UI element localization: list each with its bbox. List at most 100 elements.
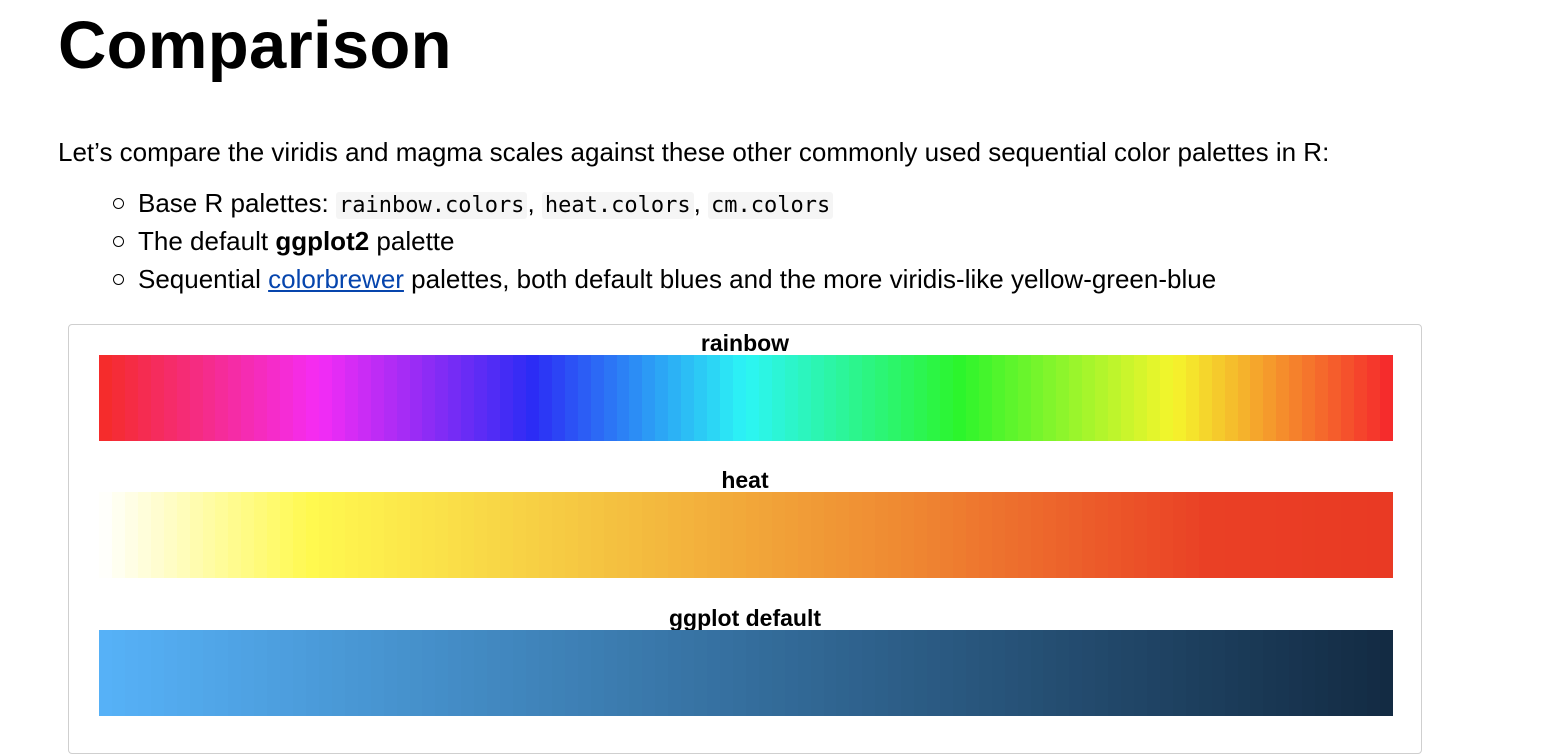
bullet-text: palettes, both default blues and the mor… (403, 264, 1217, 294)
palette-swatch (1379, 355, 1393, 441)
palette-swatch (461, 492, 475, 578)
palette-comparison-figure: rainbow heat ggplot default (68, 324, 1422, 754)
palette-swatch (1250, 492, 1264, 578)
palette-swatch (461, 355, 475, 441)
palette-swatch (1146, 355, 1160, 441)
palette-swatch (901, 630, 915, 716)
palette-swatch (448, 355, 462, 441)
palette-swatch (525, 355, 539, 441)
palette-swatch (1315, 492, 1329, 578)
palette-swatch (939, 492, 953, 578)
palette-swatch (267, 630, 281, 716)
palette-swatch (202, 630, 216, 716)
palette-swatch (694, 355, 708, 441)
palette-swatch (202, 355, 216, 441)
palette-swatch (914, 355, 927, 441)
palette-swatch (642, 355, 656, 441)
palette-swatch (1250, 355, 1264, 441)
palette-swatch (564, 492, 578, 578)
palette-bar-rainbow (99, 355, 1393, 441)
palette-swatch (99, 355, 112, 441)
palette-swatch (370, 630, 384, 716)
palette-swatch (150, 492, 164, 578)
palette-swatch (293, 630, 306, 716)
palette-swatch (1353, 630, 1367, 716)
palette-swatch (720, 630, 733, 716)
palette-swatch (758, 492, 772, 578)
palette-swatch (1315, 630, 1329, 716)
palette-swatch (927, 355, 940, 441)
palette-swatch (603, 630, 617, 716)
palette-swatch (1276, 355, 1290, 441)
palette-swatch (590, 492, 604, 578)
palette-swatch (991, 492, 1005, 578)
palette-swatch (939, 355, 953, 441)
palette-swatch (189, 630, 203, 716)
palette-swatch (1004, 492, 1018, 578)
palette-swatch (331, 355, 345, 441)
code-cm-colors: cm.colors (708, 192, 834, 219)
palette-swatch (1289, 355, 1303, 441)
palette-swatch (1237, 630, 1251, 716)
palette-swatch (965, 355, 979, 441)
palette-swatch (1017, 355, 1031, 441)
palette-swatch (758, 630, 772, 716)
palette-swatch (306, 355, 319, 441)
palette-swatch (732, 630, 746, 716)
palette-swatch (538, 355, 552, 441)
palette-swatch (422, 355, 436, 441)
palette-swatch (1146, 630, 1160, 716)
palette-swatch (1289, 492, 1303, 578)
palette-swatch (1328, 355, 1341, 441)
palette-swatch (1069, 630, 1083, 716)
palette-swatch (1030, 630, 1044, 716)
palette-swatch (474, 355, 488, 441)
palette-swatch (914, 492, 927, 578)
palette-swatch (189, 492, 203, 578)
palette-swatch (1263, 355, 1277, 441)
palette-swatch (1237, 492, 1251, 578)
palette-swatch (137, 630, 151, 716)
palette-swatch (784, 630, 798, 716)
palette-list: Base R palettes: rainbow.colors, heat.co… (112, 185, 1217, 299)
palette-swatch (280, 630, 294, 716)
palette-swatch (810, 492, 824, 578)
palette-swatch (357, 355, 371, 441)
palette-swatch (888, 355, 902, 441)
palette-swatch (1379, 630, 1393, 716)
palette-swatch (1315, 355, 1329, 441)
colorbrewer-link[interactable]: colorbrewer (268, 264, 404, 294)
palette-swatch (215, 355, 229, 441)
palette-swatch (202, 492, 216, 578)
palette-swatch (1211, 630, 1225, 716)
palette-swatch (461, 630, 475, 716)
palette-swatch (616, 492, 630, 578)
palette-swatch (810, 355, 824, 441)
palette-swatch (978, 630, 992, 716)
palette-swatch (875, 492, 889, 578)
palette-swatch (1198, 355, 1212, 441)
palette-swatch (163, 492, 177, 578)
palette-swatch (1341, 630, 1354, 716)
palette-swatch (1263, 630, 1277, 716)
palette-swatch (1146, 492, 1160, 578)
palette-swatch (448, 630, 462, 716)
palette-swatch (331, 630, 345, 716)
palette-swatch (965, 630, 979, 716)
palette-swatch (694, 630, 708, 716)
palette-swatch (163, 630, 177, 716)
palette-swatch (901, 492, 915, 578)
palette-swatch (823, 355, 837, 441)
palette-swatch (965, 492, 979, 578)
palette-swatch (124, 492, 138, 578)
palette-swatch (1121, 492, 1134, 578)
palette-swatch (590, 355, 604, 441)
palette-swatch (241, 355, 255, 441)
palette-swatch (1276, 492, 1290, 578)
palette-swatch (1353, 492, 1367, 578)
palette-swatch (823, 492, 837, 578)
palette-swatch (823, 630, 837, 716)
palette-swatch (306, 630, 319, 716)
palette-swatch (163, 355, 177, 441)
palette-swatch (681, 355, 695, 441)
